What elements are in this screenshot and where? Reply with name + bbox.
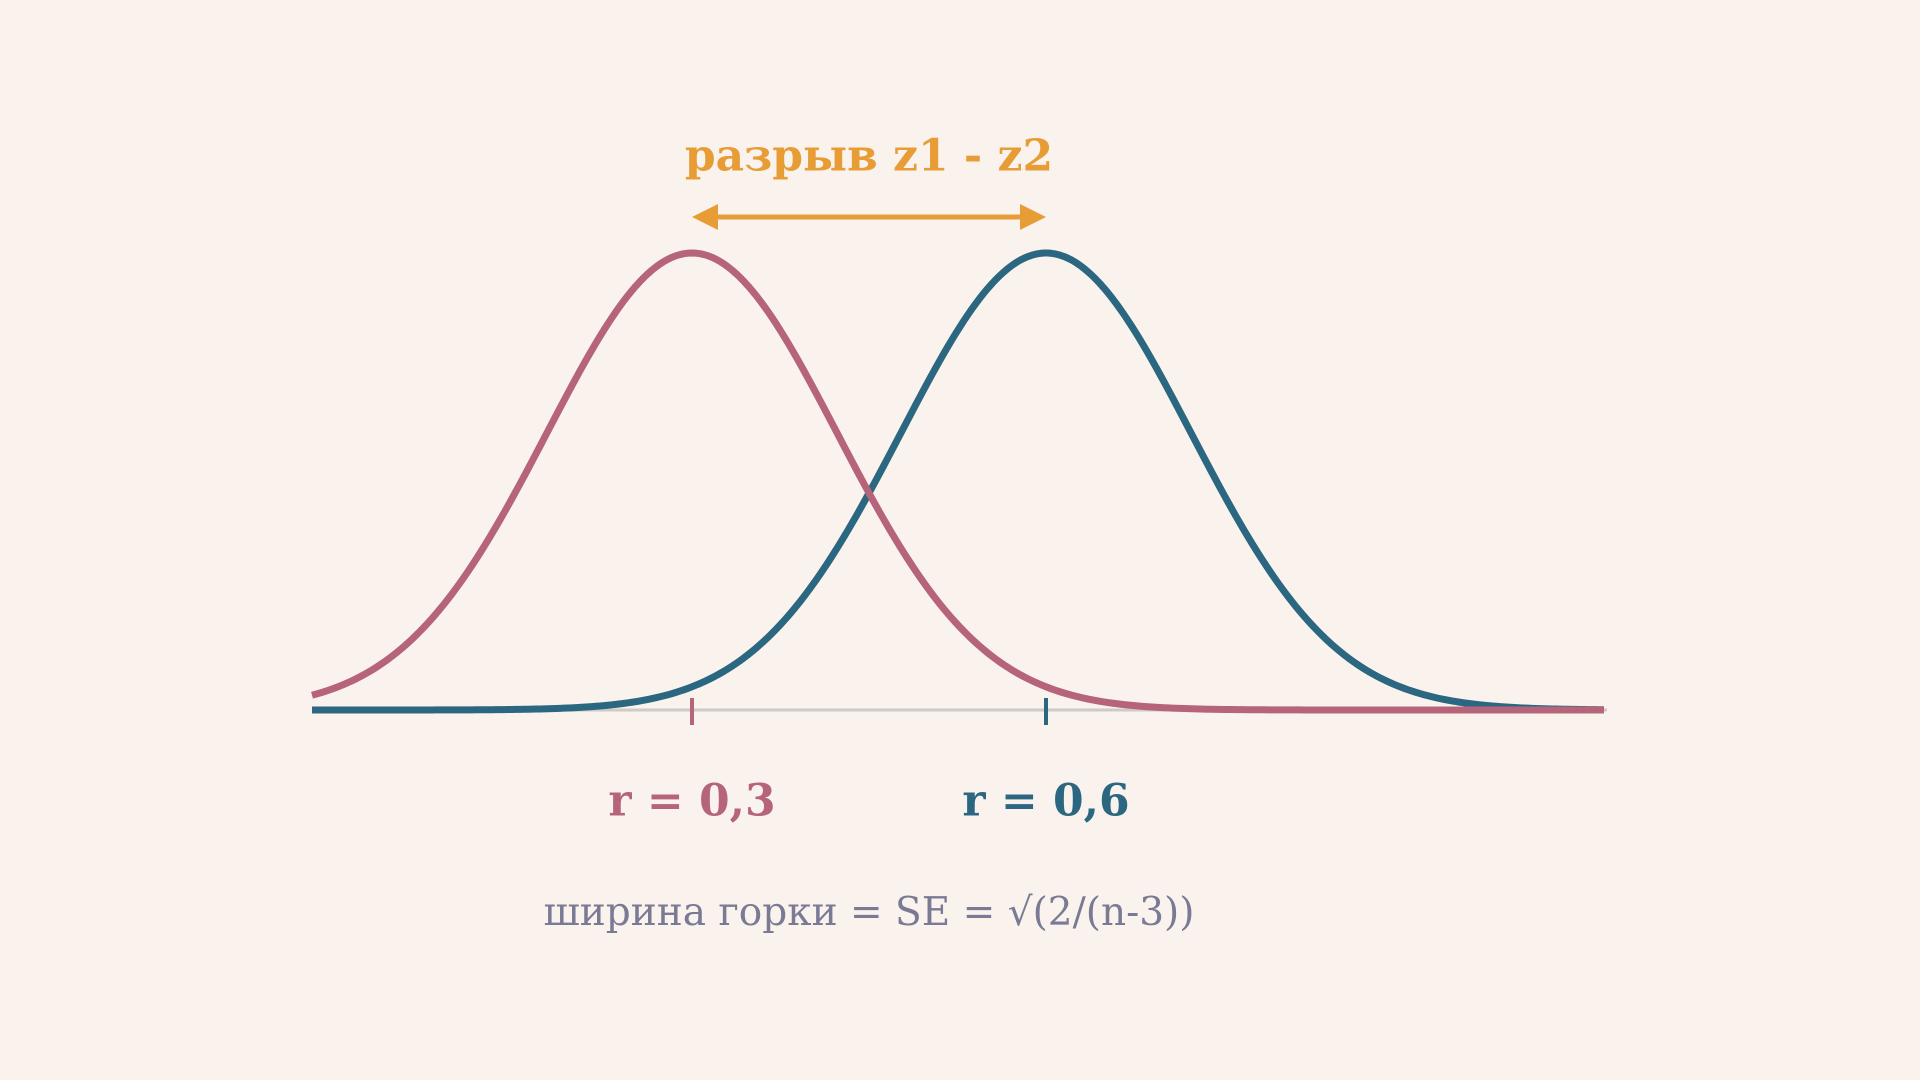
pink-curve	[311, 249, 1604, 714]
label-left: r = 0,3	[608, 776, 775, 827]
blue-curve	[312, 249, 1605, 714]
formula: ширина горки = SE = √(2/(n-3))	[543, 890, 1194, 935]
gap-arrow	[692, 204, 1046, 230]
arrow-head-left	[692, 204, 718, 230]
label-right: r = 0,6	[962, 776, 1129, 827]
arrow-head-right	[1020, 204, 1046, 230]
gap-title: разрыв z1 - z2	[685, 131, 1053, 182]
